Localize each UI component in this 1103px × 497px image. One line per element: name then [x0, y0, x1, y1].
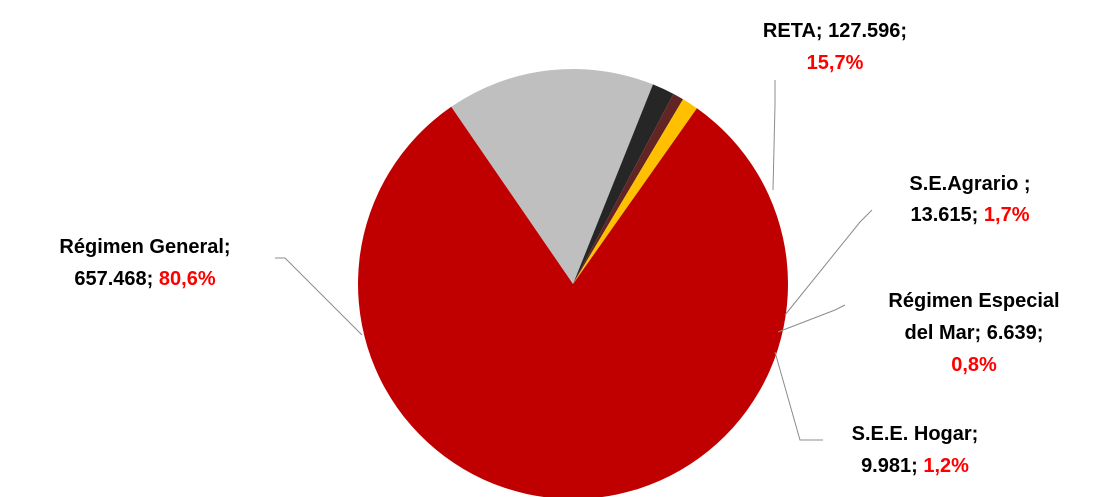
label-reta-text: RETA; 127.596; [763, 20, 907, 42]
leader-line-general [275, 257, 363, 336]
leader-line-hogar [774, 351, 823, 441]
label-general-value-line: 657.468; 80,6% [74, 268, 215, 290]
label-agrario-value-line: 13.615; 1,7% [911, 204, 1030, 226]
label-hogar-percent: 1,2% [923, 455, 969, 477]
leader-line-mar [777, 304, 846, 333]
label-mar-percent: 0,8% [951, 354, 997, 376]
data-label-general: Régimen General; 657.468; 80,6% [59, 236, 230, 290]
pie-slices [358, 68, 789, 497]
label-hogar-value: 9.981; [861, 455, 918, 477]
label-mar-line1: Régimen Especial [888, 290, 1059, 312]
label-mar-line2: del Mar; 6.639; [905, 322, 1044, 344]
label-hogar-text: S.E.E. Hogar; [852, 423, 979, 445]
leader-lines [275, 80, 873, 441]
leader-line-reta [772, 80, 776, 191]
label-reta-percent: 15,7% [807, 52, 864, 74]
label-hogar-value-line: 9.981; 1,2% [861, 455, 969, 477]
data-label-mar: Régimen Especial del Mar; 6.639; 0,8% [888, 290, 1059, 376]
leader-line-agrario [784, 209, 873, 316]
label-general-text: Régimen General; [59, 236, 230, 258]
label-agrario-text: S.E.Agrario ; [909, 173, 1030, 195]
label-agrario-percent: 1,7% [984, 204, 1030, 226]
data-label-agrario: S.E.Agrario ; 13.615; 1,7% [909, 173, 1030, 226]
pie-slice-s-e-e-hogar [573, 99, 697, 284]
pie-slice-régimen-especial-del-mar [573, 93, 684, 284]
pie-slice-régimen-general [358, 106, 789, 497]
data-label-reta: RETA; 127.596; 15,7% [763, 20, 907, 74]
pie-slice-reta [451, 68, 653, 284]
data-label-hogar: S.E.E. Hogar; 9.981; 1,2% [852, 423, 979, 477]
label-general-value: 657.468; [74, 268, 153, 290]
label-general-percent: 80,6% [159, 268, 216, 290]
pie-slice-s-e-agrario [573, 84, 674, 285]
label-agrario-value: 13.615; [911, 204, 979, 226]
